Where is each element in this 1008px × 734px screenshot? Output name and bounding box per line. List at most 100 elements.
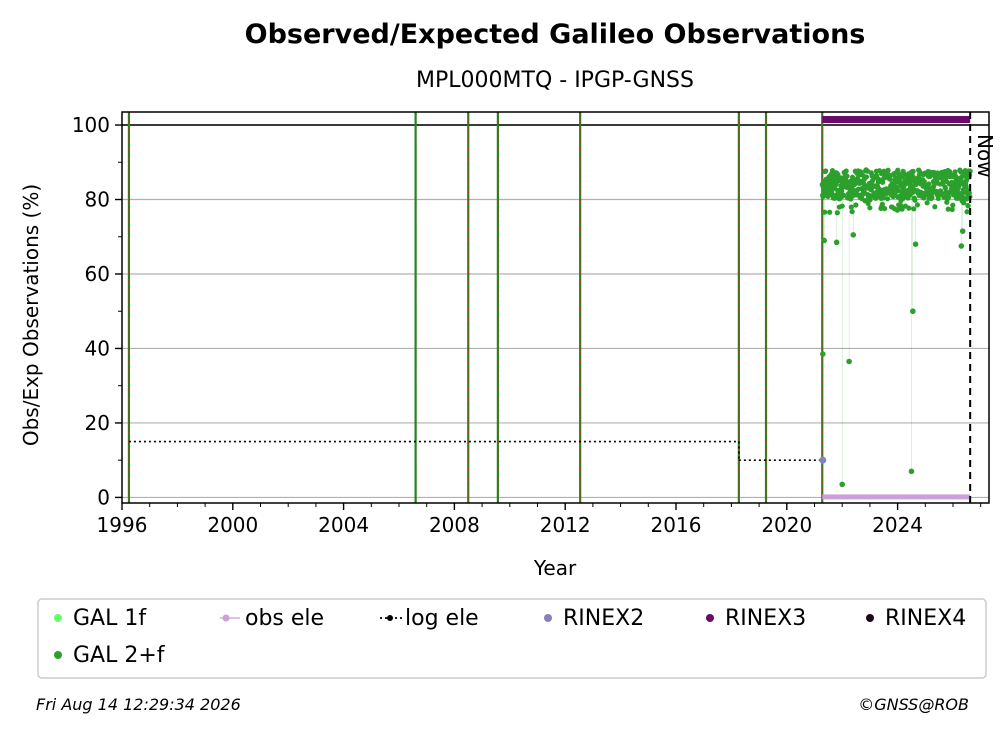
gal-2f-point <box>880 179 886 185</box>
chart-title: Observed/Expected Galileo Observations <box>245 19 866 50</box>
gal-2f-point <box>961 200 967 206</box>
gal-2f-outlier <box>850 232 857 238</box>
gal-2f-outlier <box>959 228 966 234</box>
gal-2f-point <box>945 206 951 212</box>
now-label: Now <box>973 134 997 178</box>
legend: GAL 1f obs ele log ele RINEX2 RINEX3 RINEX4 GA… <box>37 598 987 679</box>
legend-marker <box>387 615 393 621</box>
legend-marker <box>54 651 62 659</box>
gal-2f-outlier <box>839 481 845 488</box>
gal-2f-point <box>895 167 901 173</box>
x-tick-label: 2000 <box>207 513 258 537</box>
legend-label: RINEX2 <box>563 606 644 631</box>
gal-2f-outlier <box>833 239 840 246</box>
x-tick-label: 2008 <box>429 513 480 537</box>
gal-2f-point <box>931 183 937 189</box>
gal-2f-point <box>965 203 971 209</box>
y-tick-label: 0 <box>97 485 110 509</box>
obs-ele-band <box>822 494 971 500</box>
y-tick-label: 100 <box>72 113 110 137</box>
gal-2f-point <box>911 206 917 212</box>
gal-2f-point <box>880 195 887 201</box>
gal-2f-outlier <box>908 468 915 475</box>
legend-label: RINEX4 <box>885 606 966 631</box>
gal-2f-point <box>964 209 970 215</box>
plot-frame <box>121 111 990 504</box>
gal-2f-point <box>949 206 955 213</box>
gal-2f-point <box>967 168 973 174</box>
x-tick-label: 2024 <box>872 513 923 537</box>
gal-2f-point <box>912 197 918 203</box>
gal-2f-point <box>926 181 932 187</box>
grid-lines <box>122 124 989 499</box>
gal-2f-point <box>898 180 905 186</box>
gal-2f-outlier <box>958 243 965 249</box>
gal-2f-outlier <box>846 358 852 365</box>
footer-credit: ©GNSS@ROB <box>858 695 969 714</box>
y-axis-label: Obs/Exp Observations (%) <box>19 184 43 446</box>
gal-2f-point <box>885 167 891 173</box>
gal-2f-point <box>823 168 829 174</box>
gal-2f-point <box>834 210 840 216</box>
axis-ticks: 0 20 40 60 80 100 1996 2000 2004 2008 2012 2016 2020… <box>72 113 982 537</box>
legend-label: obs ele <box>245 606 324 631</box>
gal-2f-point <box>887 176 893 182</box>
gal-2f-point <box>839 203 845 209</box>
legend-marker <box>706 614 714 622</box>
gal-2f-outlier <box>821 237 827 244</box>
y-tick-label: 40 <box>85 336 110 360</box>
legend-marker <box>54 614 62 622</box>
gal-2f-point <box>929 194 935 200</box>
legend-label: GAL 2+f <box>73 643 166 668</box>
gal-2f-point <box>946 194 952 200</box>
x-tick-label: 1996 <box>97 513 148 537</box>
gal-2f-point <box>843 168 849 174</box>
gal-2f-point <box>899 206 905 212</box>
gal-2f-point <box>884 196 891 202</box>
gal-2f-point <box>857 178 863 184</box>
gal-2f-point <box>906 205 912 211</box>
gal-2f-point <box>950 202 956 208</box>
gal-2f-point <box>963 184 969 190</box>
legend-box <box>37 598 987 679</box>
x-tick-label: 2012 <box>540 513 591 537</box>
gal-2f-point <box>910 168 916 174</box>
gal-2f-point <box>849 209 855 215</box>
gal-2f-point <box>914 202 921 208</box>
x-axis-label: Year <box>533 556 577 580</box>
footer-timestamp: Fri Aug 14 12:29:34 2026 <box>36 695 241 714</box>
gal-2f-point <box>952 169 958 175</box>
rinex2-point <box>819 456 827 464</box>
gal-2f-point <box>844 173 850 179</box>
x-tick-label: 2016 <box>651 513 702 537</box>
gal-2f-point <box>848 204 854 210</box>
legend-marker <box>222 614 230 622</box>
legend-label: RINEX3 <box>725 606 806 631</box>
gal-2f-point <box>882 205 888 212</box>
chart-subtitle: MPL000MTQ - IPGP-GNSS <box>416 68 694 93</box>
y-tick-label: 80 <box>85 188 110 212</box>
gal-2f-point <box>895 188 901 194</box>
legend-label: GAL 1f <box>73 606 147 631</box>
gal-2f-point <box>853 202 859 208</box>
data-layer: Now <box>128 112 997 503</box>
y-tick-label: 20 <box>85 411 110 435</box>
gal-2f-point <box>867 197 873 203</box>
gal-2f-point <box>827 209 833 215</box>
gal-2f-point <box>863 174 870 180</box>
x-tick-label: 2004 <box>318 513 369 537</box>
gal-2f-point <box>822 209 828 215</box>
gal-2f-point <box>935 195 941 202</box>
gal-2f-outlier <box>820 351 826 357</box>
gal-2f-outlier <box>910 308 916 315</box>
legend-label: log ele <box>405 606 479 631</box>
gal-2f-point <box>835 172 841 178</box>
gal-2f-point <box>833 180 840 186</box>
gal-2f-point <box>924 200 930 206</box>
event-lines <box>127 112 824 503</box>
x-tick-label: 2020 <box>761 513 812 537</box>
gal-2f-point <box>841 192 847 198</box>
gal-2f-point <box>867 205 873 211</box>
legend-marker <box>866 614 874 622</box>
